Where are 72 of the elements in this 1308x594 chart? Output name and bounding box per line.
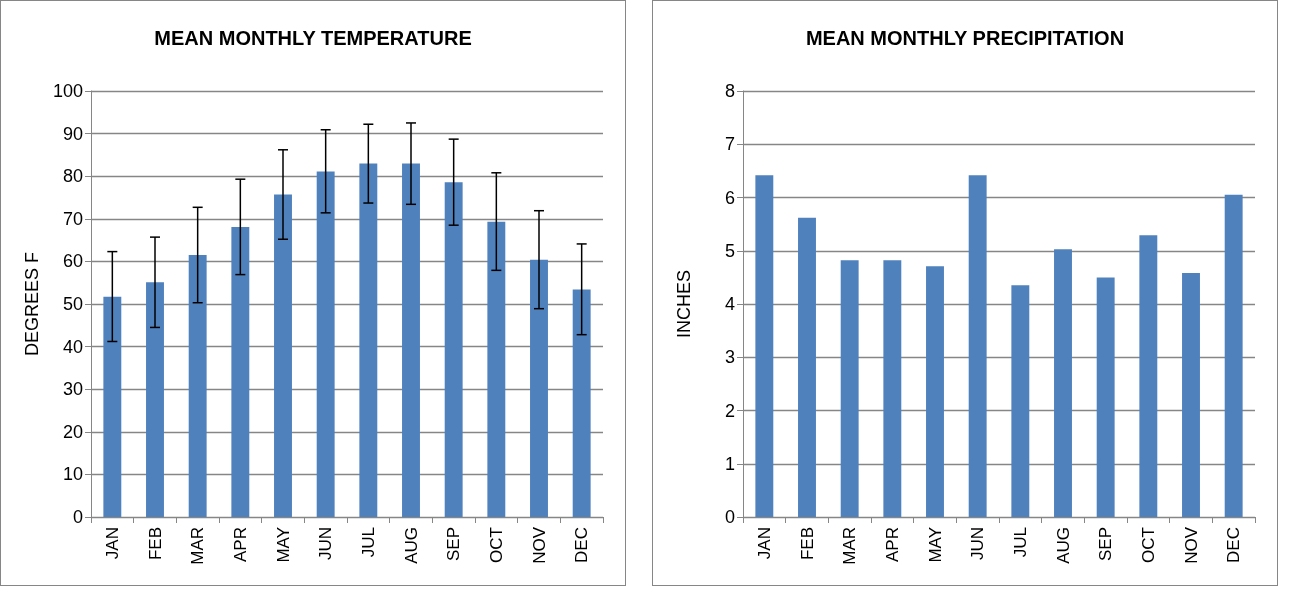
y-tick-label: 10 [62, 464, 83, 485]
x-tick-label: OCT [1138, 527, 1158, 563]
y-tick-label: 70 [62, 208, 83, 229]
x-tick-label: APR [882, 527, 902, 562]
y-tick-label: 90 [62, 123, 83, 144]
bar [530, 259, 548, 517]
chart-title: MEAN MONTHLY TEMPERATURE [154, 27, 472, 49]
bar [1182, 273, 1200, 517]
x-tick-label: DEC [572, 527, 592, 563]
y-tick-label: 100 [52, 81, 83, 101]
x-tick-label: SEP [444, 527, 464, 562]
bar [316, 171, 335, 517]
y-tick-label: 3 [724, 347, 735, 368]
x-tick-label: JUL [358, 527, 378, 558]
x-tick-label: FEB [145, 527, 165, 561]
bar [274, 194, 292, 517]
bar [103, 296, 122, 517]
y-tick-label: 8 [724, 81, 735, 101]
bar [572, 289, 591, 517]
x-tick-label: JUL [1010, 527, 1030, 558]
y-tick-label: 4 [724, 294, 735, 314]
x-tick-label: AUG [1053, 527, 1073, 564]
x-tick-label: NOV [1181, 526, 1201, 564]
y-tick-label: 50 [62, 294, 83, 314]
bar [1096, 277, 1115, 517]
x-tick-label: DEC [1224, 527, 1244, 563]
x-tick-label: MAR [840, 527, 860, 565]
x-tick-label: FEB [797, 527, 817, 561]
y-tick-label: 0 [72, 507, 83, 527]
x-tick-label: APR [230, 527, 250, 562]
bar [146, 282, 164, 517]
x-tick-label: AUG [401, 527, 421, 564]
bar [188, 255, 207, 517]
x-tick-label: MAR [188, 527, 208, 565]
x-tick-label: MAY [273, 527, 293, 563]
bar [926, 266, 944, 517]
x-tick-label: SEP [1096, 527, 1116, 562]
bar [1224, 194, 1243, 517]
y-tick-label: 7 [724, 134, 735, 155]
bar [1139, 235, 1158, 517]
x-tick-label: NOV [529, 526, 549, 564]
y-axis-title: DEGREES F [22, 251, 42, 357]
bar [883, 260, 902, 517]
y-tick-label: 1 [724, 453, 735, 474]
bar [444, 182, 463, 517]
bar [402, 163, 420, 517]
y-tick-label: 5 [724, 240, 735, 261]
x-tick-label: JUN [968, 527, 988, 561]
chart-title: MEAN MONTHLY PRECIPITATION [805, 27, 1125, 49]
y-tick-label: 2 [724, 400, 735, 421]
bar [1054, 249, 1072, 517]
y-tick-label: 20 [62, 421, 83, 442]
x-tick-label: JAN [102, 527, 122, 560]
x-tick-label: JAN [754, 527, 774, 560]
bar [359, 163, 378, 517]
y-tick-label: 6 [724, 187, 735, 208]
y-tick-label: 60 [62, 251, 83, 272]
bar [1011, 285, 1030, 517]
bar [798, 217, 816, 517]
x-tick-label: OCT [486, 527, 506, 563]
y-tick-label: 80 [62, 166, 83, 187]
x-tick-label: JUN [316, 527, 336, 561]
x-tick-label: MAY [925, 527, 945, 563]
bar [840, 260, 859, 517]
bar [968, 175, 987, 517]
y-axis-title: INCHES [674, 269, 694, 339]
bar [231, 226, 250, 517]
bar [487, 221, 506, 517]
y-tick-label: 0 [724, 507, 735, 527]
bar [755, 175, 774, 517]
y-tick-label: 40 [62, 336, 83, 357]
y-tick-label: 30 [62, 379, 83, 400]
